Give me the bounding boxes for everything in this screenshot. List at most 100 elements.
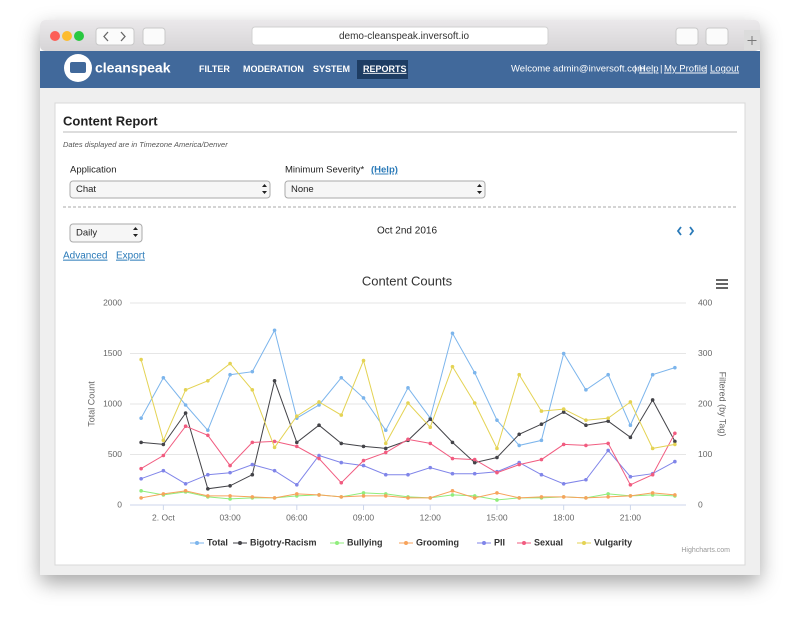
point — [272, 468, 277, 473]
nav-arrows — [103, 31, 126, 42]
point — [139, 416, 143, 420]
point — [561, 410, 566, 414]
legend-marker — [238, 541, 242, 545]
url: demo-cleanspeak.inversoft.io — [339, 31, 470, 42]
point — [206, 433, 210, 438]
point — [406, 496, 410, 500]
point — [161, 375, 166, 380]
point — [339, 375, 344, 380]
y-axis-title: Total Count — [86, 381, 96, 427]
point — [383, 446, 388, 451]
point — [272, 445, 277, 450]
point — [428, 441, 433, 446]
timezone-note: Dates displayed are in Timezone America/… — [63, 140, 228, 149]
point — [317, 453, 321, 458]
separator: | — [660, 64, 662, 75]
nav-item[interactable]: SYSTEM — [313, 64, 350, 74]
point — [472, 457, 477, 462]
point — [295, 492, 299, 496]
point — [584, 423, 588, 428]
point — [606, 448, 610, 453]
point — [361, 494, 366, 498]
tabs-button[interactable] — [705, 27, 729, 46]
point — [450, 456, 455, 461]
point — [361, 491, 366, 495]
legend-marker — [404, 541, 408, 545]
point — [495, 491, 499, 495]
point — [272, 378, 277, 383]
legend-label[interactable]: Total — [207, 537, 228, 547]
chart-menu[interactable] — [716, 279, 728, 289]
select-arrows — [477, 184, 482, 194]
address-bar[interactable] — [251, 26, 549, 46]
point — [495, 418, 499, 422]
y2-tick-label: 0 — [698, 499, 703, 509]
help-link[interactable]: Help — [639, 64, 659, 75]
export-link[interactable]: Export — [116, 251, 145, 262]
legend-label[interactable]: Sexual — [534, 537, 563, 547]
logout-link[interactable]: Logout — [710, 64, 739, 75]
advanced-link[interactable]: Advanced — [63, 251, 107, 262]
field-label: Application — [70, 165, 116, 176]
y2-tick-label: 200 — [698, 398, 712, 408]
legend-label[interactable]: Vulgarity — [594, 537, 632, 547]
application-select[interactable] — [69, 180, 271, 199]
point — [139, 466, 143, 471]
field-label: Minimum Severity* — [285, 165, 364, 176]
nav-buttons[interactable] — [95, 27, 135, 46]
point — [161, 468, 166, 473]
point — [228, 372, 232, 377]
point — [650, 472, 655, 477]
legend-marker — [195, 541, 199, 545]
interval-select[interactable] — [69, 223, 143, 243]
close-button[interactable] — [50, 31, 60, 41]
y2-tick-label: 400 — [698, 297, 712, 307]
legend-label[interactable]: Grooming — [416, 537, 459, 547]
nav-item[interactable]: REPORTS — [363, 64, 407, 74]
profile-link[interactable]: My Profile — [664, 64, 706, 75]
minimize-button[interactable] — [62, 31, 72, 41]
severity-select[interactable] — [284, 180, 486, 199]
point — [650, 491, 655, 495]
point — [361, 444, 366, 449]
point — [628, 483, 633, 487]
point — [139, 496, 143, 500]
point — [428, 496, 433, 500]
logo-text[interactable]: cleanspeak — [95, 60, 171, 76]
point — [628, 423, 633, 428]
point — [183, 403, 188, 407]
page-title: Content Report — [63, 113, 158, 128]
point — [317, 493, 321, 497]
legend-label[interactable]: PII — [494, 537, 505, 547]
select-value: Daily — [76, 228, 97, 239]
zoom-button[interactable] — [74, 31, 84, 41]
point — [650, 398, 655, 402]
point — [383, 441, 388, 446]
point — [495, 470, 499, 475]
point — [495, 455, 499, 460]
point — [250, 369, 255, 374]
point — [606, 495, 610, 499]
point — [295, 414, 299, 418]
date-arrows[interactable] — [676, 226, 695, 236]
point — [517, 462, 521, 467]
point — [517, 372, 521, 377]
point — [472, 496, 477, 500]
nav-item[interactable]: FILTER — [199, 64, 230, 74]
nav-item[interactable]: MODERATION — [243, 64, 304, 74]
point — [584, 477, 588, 482]
help-link[interactable]: (Help) — [371, 165, 398, 176]
point — [428, 465, 433, 470]
point — [228, 463, 232, 468]
point — [650, 446, 655, 451]
point — [272, 328, 277, 333]
y-tick-label: 500 — [108, 449, 122, 459]
credits[interactable]: Highcharts.com — [681, 547, 730, 554]
point — [206, 494, 210, 498]
sidebar-button[interactable] — [142, 27, 166, 46]
legend-label[interactable]: Bullying — [347, 537, 383, 547]
share-button[interactable] — [675, 27, 699, 46]
point — [406, 437, 410, 442]
legend-label[interactable]: Bigotry-Racism — [250, 537, 317, 547]
point — [383, 450, 388, 455]
